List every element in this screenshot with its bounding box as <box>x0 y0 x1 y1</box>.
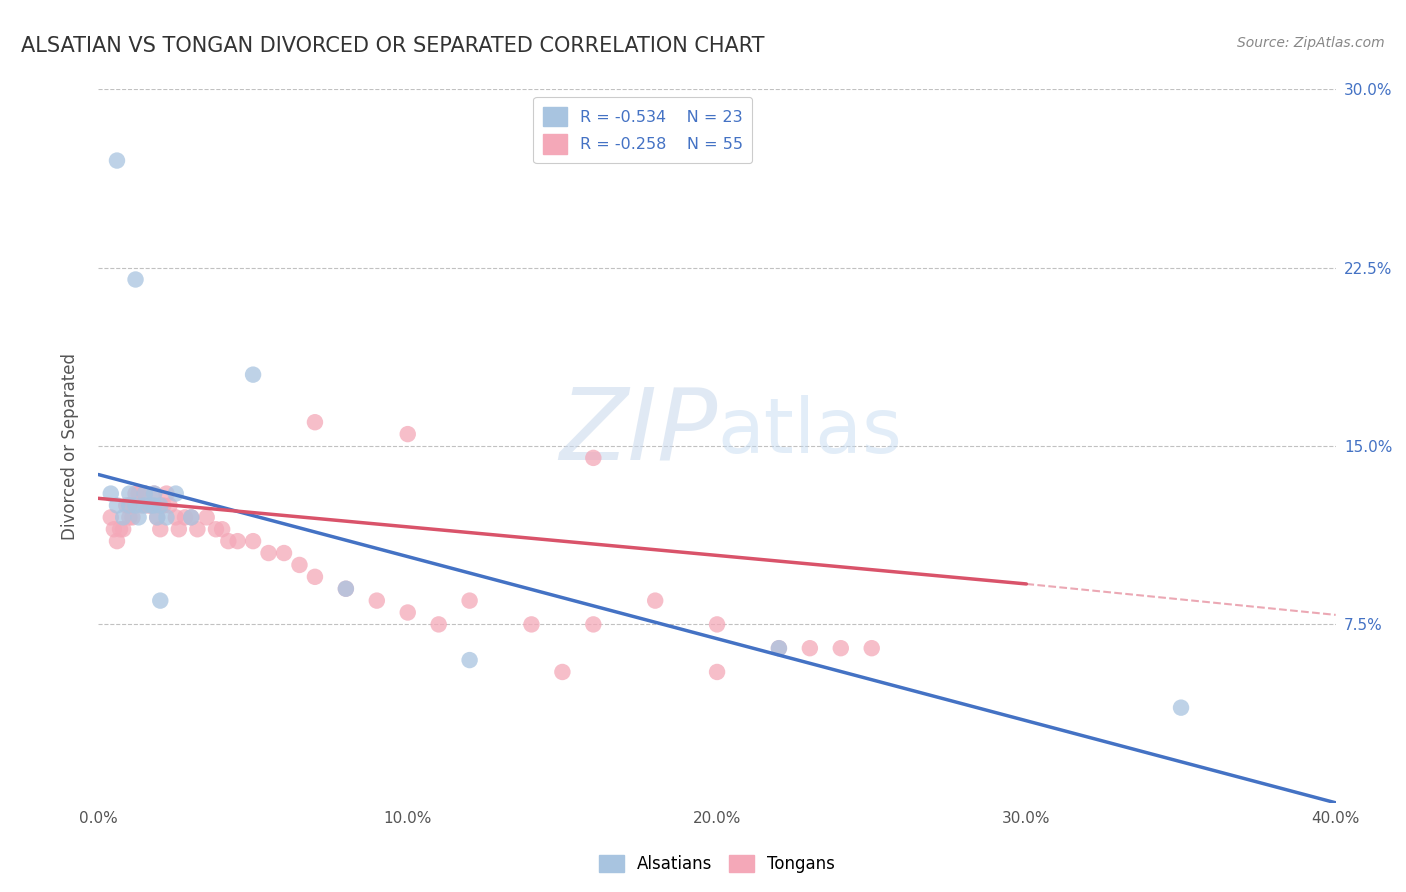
Point <box>105 534 128 549</box>
Point <box>551 665 574 679</box>
Point <box>118 486 141 500</box>
Point <box>211 522 233 536</box>
Point <box>167 522 190 536</box>
Point <box>143 486 166 500</box>
Point <box>143 486 166 500</box>
Point <box>396 606 419 620</box>
Point <box>139 499 162 513</box>
Point <box>112 522 135 536</box>
Point <box>134 486 156 500</box>
Point <box>136 499 159 513</box>
Point <box>124 272 146 286</box>
Point <box>149 499 172 513</box>
Text: atlas: atlas <box>717 395 901 468</box>
Text: ZIP: ZIP <box>558 384 717 480</box>
Point <box>118 499 141 513</box>
Point <box>830 641 852 656</box>
Text: Source: ZipAtlas.com: Source: ZipAtlas.com <box>1237 36 1385 50</box>
Point <box>644 593 666 607</box>
Point <box>155 486 177 500</box>
Point <box>582 617 605 632</box>
Point <box>100 486 122 500</box>
Point <box>242 368 264 382</box>
Point <box>103 522 125 536</box>
Point <box>128 486 150 500</box>
Point <box>149 499 172 513</box>
Point <box>139 499 162 513</box>
Point <box>458 593 481 607</box>
Point <box>582 450 605 465</box>
Point <box>396 427 419 442</box>
Point <box>458 653 481 667</box>
Point <box>304 570 326 584</box>
Point <box>149 593 172 607</box>
Point <box>124 499 146 513</box>
Point <box>146 510 169 524</box>
Point <box>520 617 543 632</box>
Point <box>799 641 821 656</box>
Point <box>217 534 239 549</box>
Point <box>108 522 131 536</box>
Point <box>105 153 128 168</box>
Point <box>366 593 388 607</box>
Point <box>205 522 228 536</box>
Point <box>152 499 174 513</box>
Point <box>186 522 208 536</box>
Point <box>180 510 202 524</box>
Point <box>155 510 177 524</box>
Point <box>131 499 153 513</box>
Point <box>335 582 357 596</box>
Point <box>115 499 138 513</box>
Point <box>304 415 326 429</box>
Legend: R = -0.534    N = 23, R = -0.258    N = 55: R = -0.534 N = 23, R = -0.258 N = 55 <box>533 97 752 163</box>
Point <box>174 510 197 524</box>
Point <box>180 510 202 524</box>
Point <box>105 499 128 513</box>
Point <box>335 582 357 596</box>
Point <box>143 499 166 513</box>
Point <box>165 510 187 524</box>
Point <box>242 534 264 549</box>
Point <box>288 558 311 572</box>
Y-axis label: Divorced or Separated: Divorced or Separated <box>60 352 79 540</box>
Point <box>706 617 728 632</box>
Point <box>134 486 156 500</box>
Point <box>149 522 172 536</box>
Point <box>226 534 249 549</box>
Point <box>195 510 218 524</box>
Point <box>427 617 450 632</box>
Point <box>768 641 790 656</box>
Point <box>257 546 280 560</box>
Point <box>118 510 141 524</box>
Point <box>165 486 187 500</box>
Point <box>118 499 141 513</box>
Point <box>128 510 150 524</box>
Point <box>706 665 728 679</box>
Point <box>1170 700 1192 714</box>
Point <box>146 510 169 524</box>
Point <box>134 499 156 513</box>
Point <box>159 499 181 513</box>
Point <box>100 510 122 524</box>
Point <box>124 486 146 500</box>
Point <box>112 510 135 524</box>
Point <box>768 641 790 656</box>
Point <box>273 546 295 560</box>
Point <box>860 641 883 656</box>
Point <box>121 510 143 524</box>
Text: ALSATIAN VS TONGAN DIVORCED OR SEPARATED CORRELATION CHART: ALSATIAN VS TONGAN DIVORCED OR SEPARATED… <box>21 36 765 55</box>
